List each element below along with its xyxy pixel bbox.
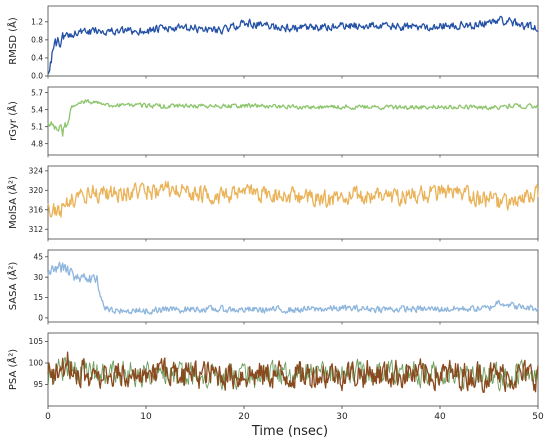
panel-2-series-line	[47, 180, 539, 218]
panel-molsa-ylabel: MolSA (Å²)	[6, 176, 19, 229]
panel-psa-ylabel: PSA (Å²)	[6, 349, 19, 390]
panel-sasa-ylabel: SASA (Å²)	[6, 262, 19, 311]
xtick-label-1: 10	[140, 412, 152, 422]
panel-0-ytick-label-0: 0.0	[31, 72, 43, 81]
panel-4-ytick-label-2: 105	[29, 337, 44, 346]
panel-4-series-line	[47, 351, 539, 394]
panel-0-ytick-label-2: 0.8	[31, 35, 43, 44]
panel-1-ytick-label-0: 4.8	[31, 139, 43, 148]
panel-sasa-frame	[47, 249, 539, 323]
panel-3-ytick-label-2: 30	[33, 273, 43, 282]
panel-3-series-line	[47, 261, 539, 315]
panel-3-ytick-label-1: 15	[33, 293, 43, 302]
panel-rmsd-frame	[47, 5, 539, 77]
xtick-label-4: 40	[434, 412, 446, 422]
panel-rgyr-ylabel: rGyr (Å)	[6, 101, 19, 141]
panel-0-series-line	[47, 15, 539, 75]
panel-2-ytick-label-3: 324	[29, 166, 44, 175]
panel-2-ytick-label-2: 320	[29, 186, 44, 195]
panel-molsa-frame	[47, 165, 539, 240]
panel-1-series-line	[47, 98, 539, 137]
panel-1-ytick-label-1: 5.1	[31, 122, 43, 131]
panel-3-ytick-label-0: 0	[38, 314, 43, 323]
panel-molsa: MolSA (Å²) 312 316 320 324	[6, 165, 539, 242]
panel-0-ytick-label-1: 0.4	[31, 54, 43, 63]
panel-sasa: SASA (Å²) 0 15 30 45	[6, 249, 539, 325]
panel-psa: PSA (Å²) 95 100 105 0 10 20 30 40 50	[6, 332, 544, 422]
xtick-label-2: 20	[238, 412, 250, 422]
panel-4-ytick-label-1: 100	[29, 359, 44, 368]
panel-1-ytick-label-3: 5.7	[31, 88, 43, 97]
panel-rmsd: RMSD (Å) 0.0 0.4 0.8 1.2	[6, 5, 539, 81]
panel-rgyr-frame	[47, 86, 539, 156]
panel-rmsd-ylabel: RMSD (Å)	[6, 17, 19, 65]
xtick-label-3: 30	[336, 412, 348, 422]
x-axis-label: Time (nsec)	[251, 424, 328, 439]
xtick-label-5: 50	[532, 412, 544, 422]
panel-0-ytick-label-3: 1.2	[31, 17, 43, 26]
panel-1-ytick-label-2: 5.4	[31, 105, 43, 114]
panel-2-ytick-label-0: 312	[29, 225, 44, 234]
panel-rgyr: rGyr (Å) 4.8 5.1 5.4 5.7	[6, 86, 539, 158]
panel-4-ytick-label-0: 95	[33, 380, 43, 389]
panel-3-ytick-label-3: 45	[33, 252, 43, 261]
panel-2-ytick-label-1: 316	[29, 205, 44, 214]
xtick-label-0: 0	[45, 412, 51, 422]
